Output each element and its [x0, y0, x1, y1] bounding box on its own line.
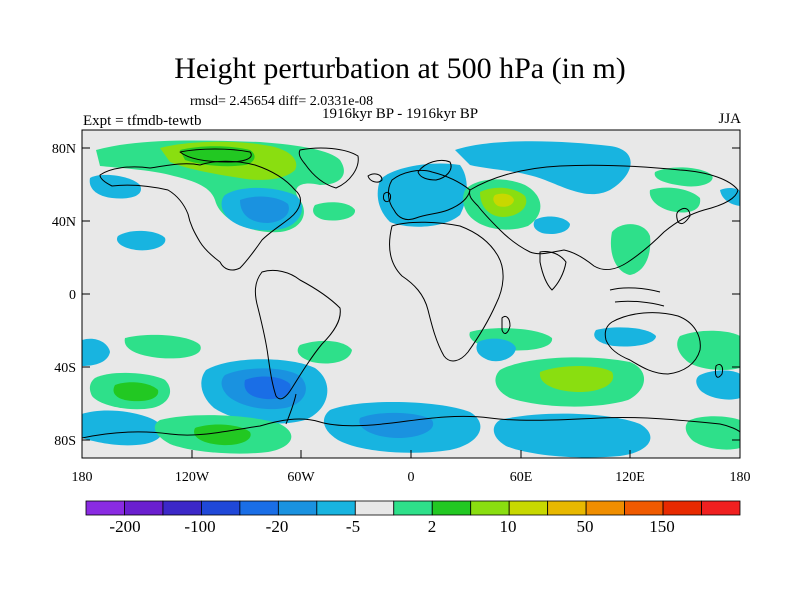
anomaly-region-negative — [82, 410, 163, 446]
colorbar-swatch — [662, 500, 702, 516]
lon-label-120e: 120E — [615, 470, 645, 485]
anomaly-region-positive — [493, 193, 514, 207]
lon-label-60w: 60W — [287, 470, 315, 485]
anomaly-region-negative — [89, 174, 141, 199]
anomaly-region-negative — [82, 338, 110, 366]
colorbar-swatch — [470, 500, 510, 516]
anomaly-region-negative — [594, 327, 656, 347]
experiment-label: Expt = tfmdb-tewtb — [83, 113, 202, 129]
anomaly-region-positive — [313, 202, 356, 221]
colorbar-label: -200 — [109, 517, 140, 536]
colorbar-labels: -200 -100 -20 -5 2 10 50 150 — [109, 517, 674, 536]
anomaly-region-positive — [649, 187, 701, 213]
anomaly-region-negative — [493, 413, 651, 458]
anomaly-region-negative — [377, 163, 467, 227]
map-title: Height perturbation at 500 hPa (in m) — [174, 52, 626, 85]
colorbar-swatch — [701, 500, 741, 516]
anomaly-region-negative — [696, 370, 740, 400]
colorbar-swatch — [547, 500, 587, 516]
lon-label-180e: 180 — [730, 470, 751, 485]
lat-label-40s: 40S — [54, 361, 76, 376]
longitude-ticks — [81, 450, 741, 458]
colorbar-swatch — [508, 500, 549, 516]
colorbar-swatch — [431, 500, 472, 516]
lat-label-40n: 40N — [52, 215, 76, 230]
anomaly-region-positive — [610, 224, 651, 275]
colorbar-swatch — [393, 500, 433, 516]
anomaly-region-positive — [539, 366, 614, 392]
colorbar-label: 150 — [649, 517, 675, 536]
anomaly-region-negative — [476, 338, 516, 362]
colorbar-swatch — [316, 500, 356, 516]
colorbar-swatch — [239, 500, 279, 516]
lon-label-60e: 60E — [510, 470, 533, 485]
anomaly-region-negative — [244, 376, 291, 400]
colorbar-swatch — [201, 500, 241, 516]
latitude-labels: 80N 40N 0 40S 80S — [52, 142, 76, 449]
contour-field — [82, 130, 740, 458]
anomaly-region-negative — [359, 412, 434, 438]
colorbar-swatch — [162, 500, 202, 516]
anomaly-region-positive — [677, 330, 740, 370]
anomaly-region-negative — [720, 188, 740, 206]
colorbar-label: -100 — [184, 517, 215, 536]
colorbar-label: 2 — [428, 517, 437, 536]
colorbar-swatch — [124, 500, 164, 516]
colorbar-swatch — [585, 500, 625, 516]
anomaly-region-negative — [533, 216, 570, 234]
anomaly-region-positive — [124, 334, 201, 359]
colorbar-swatch — [354, 500, 395, 516]
lat-label-80n: 80N — [52, 142, 76, 157]
anomaly-region-negative — [240, 196, 289, 223]
anomaly-region-positive — [685, 416, 740, 450]
lat-label-80s: 80S — [54, 434, 76, 449]
longitude-labels: 180 120W 60W 0 60E 120E 180 — [72, 470, 751, 485]
colorbar-label: -20 — [266, 517, 289, 536]
lon-label-180w: 180 — [72, 470, 93, 485]
lon-label-0: 0 — [408, 470, 415, 485]
rmsd-stats: rmsd= 2.45654 diff= 2.0331e-08 — [190, 94, 374, 109]
colorbar-swatch — [85, 500, 125, 516]
colorbar-label: 10 — [500, 517, 517, 536]
anomaly-region-positive — [113, 382, 159, 402]
colorbar-swatch — [277, 500, 318, 516]
lon-label-120w: 120W — [175, 470, 210, 485]
latitude-ticks — [82, 147, 740, 441]
colorbar-label: 50 — [577, 517, 594, 536]
colorbar — [85, 500, 741, 516]
lat-label-0: 0 — [69, 288, 76, 303]
case-label: 1916kyr BP - 1916kyr BP — [322, 106, 479, 122]
season-label: JJA — [718, 111, 741, 127]
anomaly-region-negative — [116, 230, 166, 251]
colorbar-swatch — [624, 500, 664, 516]
colorbar-label: -5 — [346, 517, 360, 536]
coastlines — [82, 147, 740, 439]
